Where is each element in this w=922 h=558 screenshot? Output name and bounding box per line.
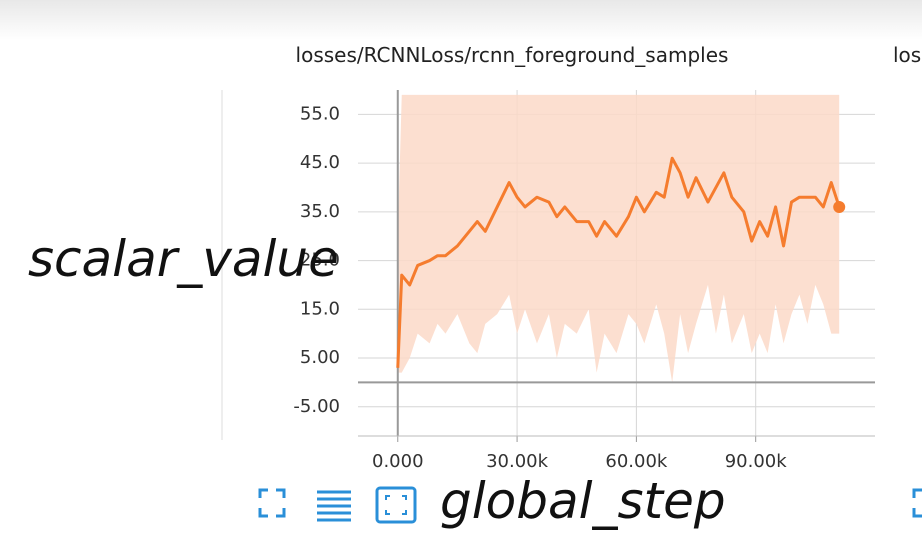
y-tick-label: 15.0 — [300, 298, 340, 319]
y-tick-label: 25.0 — [300, 250, 340, 271]
smoothed-line — [396, 156, 841, 368]
next-chart-title: los — [893, 43, 921, 67]
top-bar — [0, 0, 922, 40]
plot: -5.00 5.00 15.0 25.0 35.0 45.0 55.0 0.000 30.00k… — [293, 90, 875, 472]
next-chart-button[interactable] — [912, 488, 922, 518]
y-tick-label: 5.00 — [300, 347, 340, 368]
chart-title: losses/RCNNLoss/rcnn_foreground_samples — [296, 43, 729, 67]
x-tick-label: 0.000 — [372, 451, 424, 472]
y-tick-label: 55.0 — [300, 103, 340, 124]
x-tick-label: 60.00k — [605, 451, 668, 472]
toggle-log-button[interactable] — [317, 490, 351, 522]
y-annotation: scalar_value — [28, 230, 339, 288]
x-tick-label: 30.00k — [486, 451, 549, 472]
x-tick-label: 90.00k — [725, 451, 788, 472]
fullscreen-button[interactable] — [258, 488, 286, 518]
y-tick-label: 35.0 — [300, 201, 340, 222]
y-tick-label: -5.00 — [293, 396, 340, 417]
last-point — [833, 200, 846, 213]
y-tick-label: 45.0 — [300, 152, 340, 173]
fit-domain-button[interactable] — [375, 486, 417, 524]
x-annotation: global_step — [440, 472, 726, 530]
raw-range-band — [397, 94, 840, 383]
